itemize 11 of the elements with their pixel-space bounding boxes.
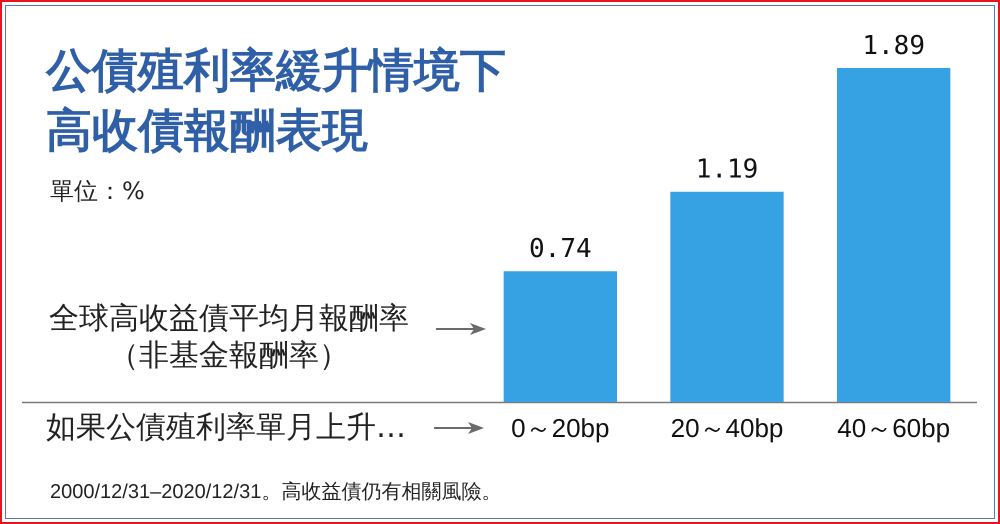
x-tick-label: 0～20bp [511,412,610,443]
chart-title: 公債殖利率緩升情境下高收債報酬表現 [46,42,507,159]
x-axis-title: 如果公債殖利率單月上升… [46,409,406,446]
data-label: 0.74 [529,234,592,264]
text: 單位：% [50,176,145,206]
y-axis-title: 全球高收益債平均月報酬率（非基金報酬率） [48,300,410,374]
data-label: 1.89 [862,31,925,61]
data-label: 1.19 [696,154,758,185]
text: 2000/12/31–2020/12/31。高收益債仍有相關風險。 [50,480,502,504]
x-tick-label: 40～60bp [837,412,950,443]
x-tick-label: 20～40bp [670,412,784,443]
